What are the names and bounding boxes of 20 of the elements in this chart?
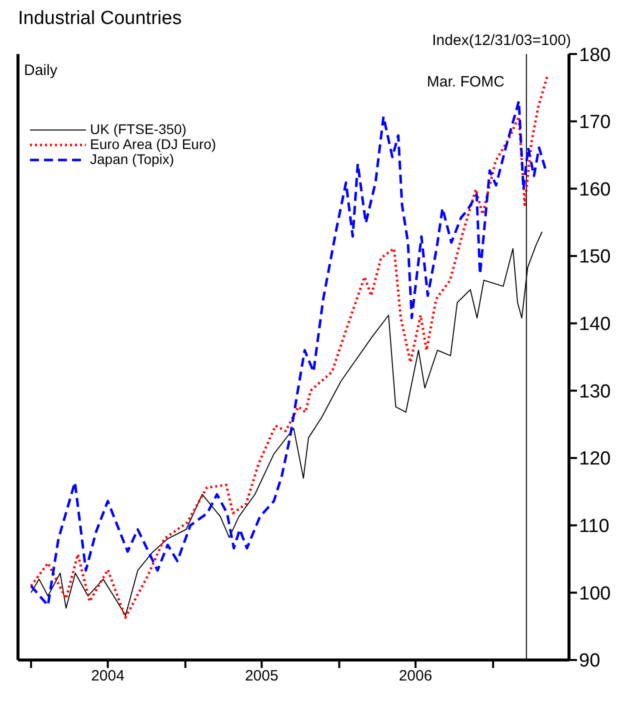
y-tick-label: 180 <box>579 44 611 66</box>
x-tick-label: 2006 <box>398 668 432 685</box>
y-tick-label: 160 <box>579 179 611 200</box>
y-tick-label: 140 <box>579 314 611 336</box>
ref-line-label: Mar. FOMC <box>426 74 505 91</box>
y-tick-label: 130 <box>579 381 611 402</box>
legend-label: Euro Area (DJ Euro) <box>90 136 216 152</box>
x-tick-label: 2005 <box>244 668 278 685</box>
y-tick-label: 120 <box>579 448 611 470</box>
y-tick-label: 110 <box>579 516 610 538</box>
annotation: Daily <box>24 62 58 79</box>
x-tick-label: 2004 <box>91 668 124 685</box>
y-tick-label: 100 <box>579 583 611 604</box>
y-tick-label: 90 <box>579 650 600 672</box>
y-axis-title: Index(12/31/03=100) <box>432 32 571 49</box>
y-tick-label: 150 <box>579 246 611 268</box>
legend-label: Japan (Topix) <box>90 151 174 167</box>
legend-label: UK (FTSE-350) <box>90 121 186 137</box>
y-tick-label: 170 <box>579 112 611 134</box>
chart-title: Industrial Countries <box>18 8 182 30</box>
